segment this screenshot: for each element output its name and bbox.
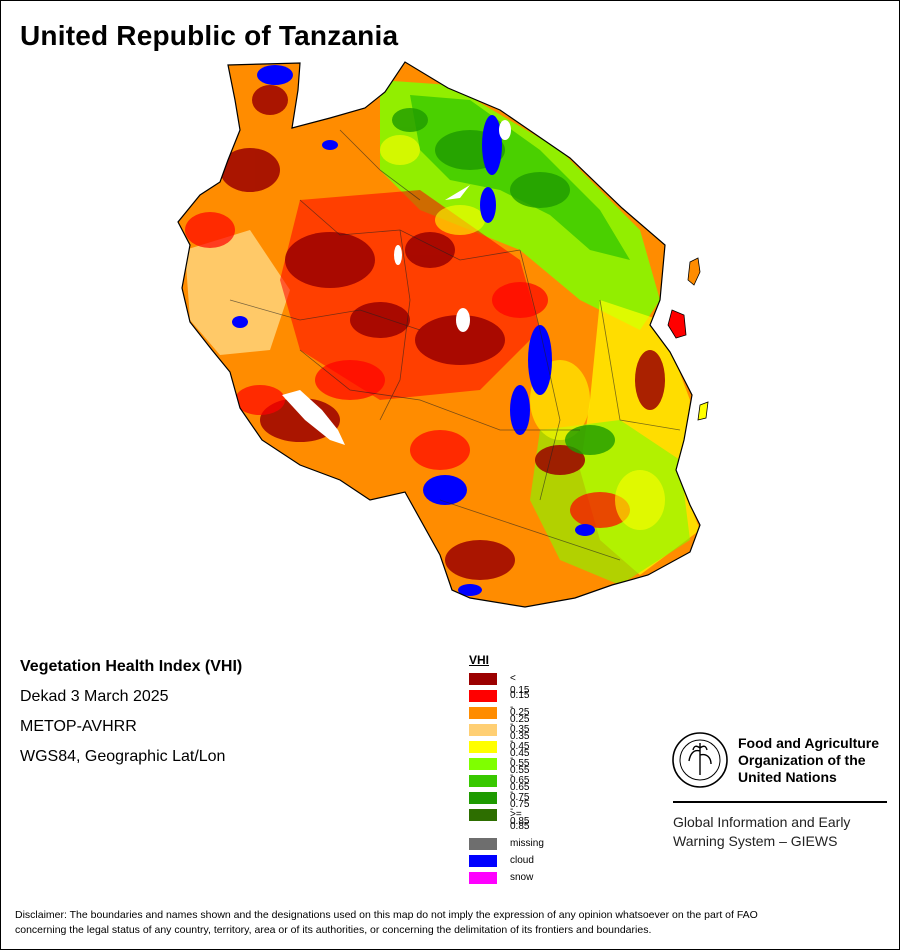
disclaimer: Disclaimer: The boundaries and names sho… <box>15 908 885 938</box>
legend-class-swatch <box>469 673 497 685</box>
fao-logo-icon <box>672 732 728 788</box>
legend-class-row: < 0.15 <box>469 672 529 696</box>
legend-class-swatch <box>469 707 497 719</box>
legend-title: VHI <box>469 653 490 667</box>
legend-special-swatch <box>469 838 497 850</box>
legend-class-row: 0.55 - 0.65 <box>469 757 529 793</box>
zanzibar-islands <box>667 257 709 421</box>
legend-special-row: missing <box>469 837 544 854</box>
legend-class-label: 0.55 - 0.65 <box>510 758 530 793</box>
disclaimer-line1: Disclaimer: The boundaries and names sho… <box>15 909 758 921</box>
legend-class-label: 0.15 - 0.25 <box>510 690 530 725</box>
legend-special-row: snow <box>469 871 533 888</box>
legend-class-row: 0.35 - 0.45 <box>469 723 529 759</box>
divider <box>673 801 887 803</box>
legend-class-label: 0.25 - 0.35 <box>510 707 530 742</box>
fao-name-line2: Organization of the <box>738 752 866 768</box>
vhi-legend: VHI < 0.15 0.15 - 0.25 0.25 - 0.35 0.35 - 0… <box>469 652 544 888</box>
disclaimer-line2: concerning the legal status of any count… <box>15 924 652 936</box>
legend-class-label: 0.75 - 0.85 <box>510 792 530 827</box>
legend-special-label: cloud <box>510 855 534 866</box>
legend-special-label: missing <box>510 838 544 849</box>
legend-class-swatch <box>469 741 497 753</box>
projection-label: WGS84, Geographic Lat/Lon <box>20 748 226 765</box>
period-label: Dekad 3 March 2025 <box>20 688 169 705</box>
lake-tanganyika-feature <box>282 390 345 445</box>
legend-class-row: 0.45 - 0.55 <box>469 740 529 776</box>
product-title: Vegetation Health Index (VHI) <box>20 658 243 675</box>
legend-class-swatch <box>469 809 497 821</box>
legend-class-label: >= 0.85 <box>510 809 530 832</box>
legend-special-row: cloud <box>469 854 534 871</box>
legend-class-row: >= 0.85 <box>469 808 529 832</box>
giews-line1: Global Information and Early <box>673 814 851 830</box>
legend-class-swatch <box>469 758 497 770</box>
fao-name: Food and Agriculture Organization of the… <box>738 735 898 786</box>
giews-label: Global Information and Early Warning Sys… <box>673 813 893 851</box>
legend-class-swatch <box>469 775 497 787</box>
legend-class-label: 0.45 - 0.55 <box>510 741 530 776</box>
legend-class-row: 0.75 - 0.85 <box>469 791 529 827</box>
legend-class-label: 0.35 - 0.45 <box>510 724 530 759</box>
legend-class-label: < 0.15 <box>510 673 530 696</box>
legend-class-row: 0.65 - 0.75 <box>469 774 529 810</box>
legend-class-label: 0.65 - 0.75 <box>510 775 530 810</box>
legend-class-row: 0.15 - 0.25 <box>469 689 529 725</box>
legend-class-swatch <box>469 724 497 736</box>
legend-class-row: 0.25 - 0.35 <box>469 706 529 742</box>
fao-name-line3: United Nations <box>738 769 837 785</box>
giews-line2: Warning System – GIEWS <box>673 833 838 849</box>
vhi-map <box>177 61 709 608</box>
legend-class-swatch <box>469 690 497 702</box>
fao-name-line1: Food and Agriculture <box>738 735 880 751</box>
map-info: Vegetation Health Index (VHI) Dekad 3 Ma… <box>20 658 242 778</box>
legend-special-swatch <box>469 872 497 884</box>
map-title: United Republic of Tanzania <box>20 20 399 51</box>
legend-special-label: snow <box>510 872 534 883</box>
sensor-label: METOP-AVHRR <box>20 718 137 735</box>
legend-class-swatch <box>469 792 497 804</box>
legend-special-swatch <box>469 855 497 867</box>
vhi-zone-west <box>185 230 290 355</box>
